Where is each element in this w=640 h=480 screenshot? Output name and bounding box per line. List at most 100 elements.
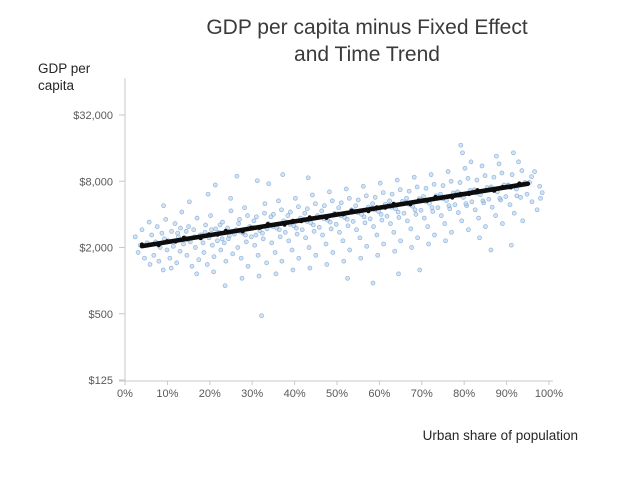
scatter-point: [230, 251, 236, 257]
trend-line-dot: [483, 188, 488, 193]
scatter-point: [514, 193, 520, 199]
scatter-point: [235, 245, 241, 250]
scatter-point: [463, 201, 469, 207]
scatter-point: [519, 168, 525, 173]
scatter-point: [493, 213, 498, 218]
scatter-point: [529, 199, 535, 205]
x-tick-label: 60%: [368, 388, 390, 400]
trend-line-dot: [282, 222, 287, 227]
scatter-point: [341, 258, 347, 264]
trend-line-dot: [525, 181, 530, 186]
chart-title-line2: and Time Trend: [294, 43, 440, 66]
scatter-point: [302, 210, 308, 216]
scatter-point: [415, 235, 420, 241]
scatter-point: [183, 229, 189, 234]
scatter-point: [256, 273, 262, 279]
scatter-point: [409, 245, 414, 250]
trend-line-dot: [383, 205, 388, 210]
scatter-point: [457, 180, 463, 185]
scatter-point: [482, 173, 488, 178]
chart-title-line1: GDP per capita minus Fixed Effect: [206, 16, 528, 39]
scatter-point: [303, 235, 308, 241]
scatter-point: [194, 215, 200, 221]
scatter-point: [200, 240, 206, 246]
scatter-point: [251, 218, 257, 224]
scatter-point: [338, 200, 344, 206]
scatter-point: [442, 221, 448, 226]
scatter-point: [167, 255, 173, 261]
x-tick-label: 0%: [117, 388, 133, 400]
scatter-point: [497, 195, 503, 201]
scatter-point: [282, 229, 288, 235]
scatter-point: [219, 236, 225, 242]
scatter-point: [479, 163, 485, 169]
trend-line-dot: [173, 239, 178, 244]
trend-line-dot: [324, 215, 329, 220]
scatter-point: [223, 258, 229, 264]
trend-line-dot: [156, 242, 161, 248]
scatter-point: [408, 226, 414, 232]
scatter-point: [226, 236, 231, 242]
trend-line-dot: [416, 198, 421, 203]
scatter-point: [196, 257, 202, 263]
trend-line-dot: [357, 208, 363, 213]
scatter-point: [421, 194, 426, 199]
scatter-point: [534, 207, 540, 213]
trend-line-dot: [198, 236, 203, 241]
scatter-point: [412, 207, 418, 213]
scatter-point: [268, 214, 274, 220]
trend-line-dot: [408, 202, 413, 207]
scatter-point: [328, 226, 334, 232]
scatter-point: [458, 142, 464, 148]
trend-line-dot: [425, 198, 430, 203]
scatter-point: [507, 202, 513, 208]
scatter-point: [449, 229, 454, 235]
scatter-point: [187, 199, 192, 205]
scatter-point: [211, 254, 217, 260]
scatter-point: [294, 231, 300, 237]
scatter-point: [327, 189, 332, 195]
scatter-point: [181, 241, 186, 247]
scatter-point: [168, 265, 174, 271]
trend-line-dot: [349, 208, 354, 213]
scatter-point: [377, 180, 383, 186]
scatter-point: [279, 207, 284, 213]
scatter-point: [397, 187, 403, 193]
scatter-point: [357, 235, 363, 241]
scatter-point: [460, 150, 465, 156]
scatter-point: [321, 203, 327, 209]
scatter-point: [381, 241, 386, 247]
trend-line-dot: [248, 225, 254, 230]
scatter-point: [395, 209, 401, 215]
scatter-point: [468, 159, 474, 165]
trend-line-dot: [458, 191, 463, 196]
scatter-point: [293, 225, 299, 231]
scatter-point: [178, 225, 183, 231]
x-axis-title: Urban share of population: [422, 428, 578, 443]
scatter-point: [290, 267, 296, 273]
y-tick-label: $500: [89, 309, 113, 321]
scatter-point: [346, 195, 352, 201]
scatter-point: [538, 195, 543, 201]
scatter-point: [347, 247, 353, 253]
scatter-point: [253, 232, 259, 238]
scatter-point: [285, 213, 291, 218]
trend-line-dot: [190, 235, 195, 241]
x-tick-label: 80%: [453, 388, 475, 400]
scatter-point: [466, 227, 471, 233]
scatter-point: [212, 182, 218, 188]
scatter-point: [518, 195, 523, 200]
scatter-point: [327, 219, 333, 225]
scatter-point: [350, 219, 356, 224]
trend-line-dot: [207, 232, 212, 237]
scatter-point: [269, 240, 275, 246]
scatter-point: [135, 250, 141, 255]
scatter-point: [539, 190, 545, 196]
scatter-point: [429, 205, 435, 211]
scatter-point: [333, 221, 339, 227]
scatter-point: [254, 214, 259, 220]
scatter-point: [228, 195, 233, 201]
scatter-point: [358, 255, 364, 261]
y-axis-title-line2: capita: [38, 78, 75, 93]
